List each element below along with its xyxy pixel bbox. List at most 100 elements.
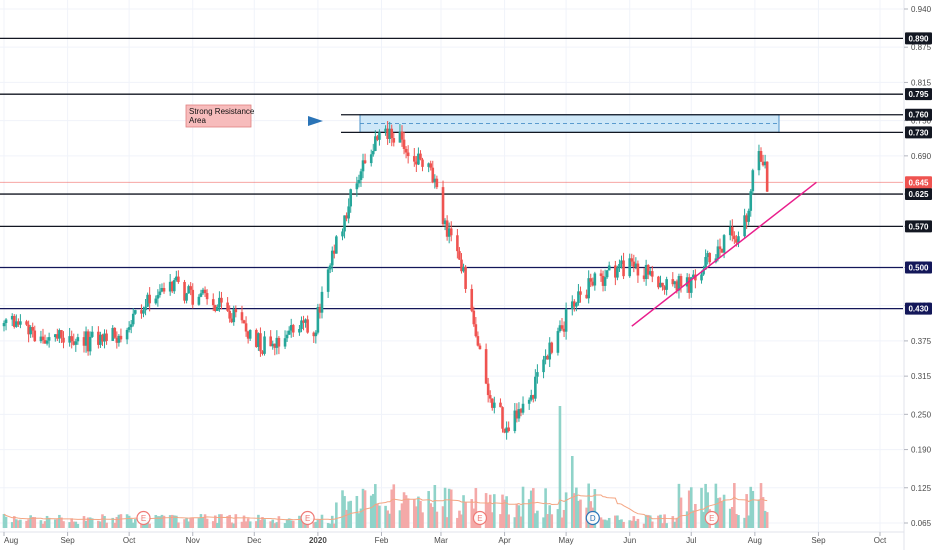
candle-body xyxy=(302,320,305,323)
candle-body xyxy=(275,337,279,348)
volume-bar xyxy=(172,515,176,528)
candle-body xyxy=(345,215,348,219)
volume-bar xyxy=(747,515,751,528)
volume-bar xyxy=(636,518,640,528)
volume-bar xyxy=(534,513,537,528)
candle-body xyxy=(702,269,705,275)
volume-bar xyxy=(283,523,287,528)
volume-bar xyxy=(737,515,740,528)
volume-bar xyxy=(618,519,621,528)
candle-body xyxy=(376,136,379,140)
candle-body xyxy=(646,265,650,275)
candle-body xyxy=(187,286,190,294)
candle-body xyxy=(232,309,236,323)
price-tag-box xyxy=(905,108,932,121)
candle-body xyxy=(607,265,611,271)
volume-bar xyxy=(371,494,375,528)
volume-bar xyxy=(349,500,353,528)
event-marker-label: E xyxy=(709,514,714,523)
volume-bar xyxy=(148,523,151,528)
candle-body xyxy=(591,281,595,286)
candle-body xyxy=(45,340,49,344)
candle-body xyxy=(657,276,660,288)
volume-bar xyxy=(187,521,190,528)
candle-body xyxy=(335,236,338,254)
candle-body xyxy=(402,139,406,149)
candle-body xyxy=(536,372,539,377)
candle-body xyxy=(747,210,751,222)
x-tick-label: Sep xyxy=(811,536,826,545)
candle-body xyxy=(447,228,451,237)
candle-body xyxy=(562,328,566,332)
candle-body xyxy=(277,337,281,347)
candle-body xyxy=(700,274,703,281)
volume-bar xyxy=(369,495,373,528)
volume-bar xyxy=(663,514,666,528)
volume-bar xyxy=(628,520,632,528)
candle-body xyxy=(201,289,205,294)
candle-body xyxy=(484,349,488,384)
volume-bars xyxy=(2,406,769,528)
volume-bar xyxy=(605,520,609,528)
volume-bar xyxy=(484,493,488,528)
candle-body xyxy=(685,277,689,287)
candle-body xyxy=(56,334,59,339)
volume-bar xyxy=(493,494,496,528)
candle-body xyxy=(560,325,564,329)
candle-body xyxy=(369,154,373,164)
trendline[interactable] xyxy=(631,181,817,327)
candle-body xyxy=(291,325,295,333)
candle-body xyxy=(708,253,712,263)
candle-body xyxy=(312,332,316,337)
volume-bar xyxy=(749,486,753,528)
candle-body xyxy=(289,325,293,331)
candle-body xyxy=(298,328,301,333)
volume-bar xyxy=(2,514,6,528)
volume-bar xyxy=(99,521,102,528)
volume-bar xyxy=(730,506,734,528)
candle-body xyxy=(27,324,30,335)
price-tag-box xyxy=(905,88,932,101)
candle-body xyxy=(172,280,176,292)
volume-bar xyxy=(714,483,718,528)
candle-body xyxy=(417,153,420,165)
candle-body xyxy=(74,341,78,345)
candle-body xyxy=(470,288,474,311)
volume-bar xyxy=(19,519,22,528)
candle-body xyxy=(199,293,203,297)
candle-body xyxy=(517,409,521,419)
volume-bar xyxy=(285,519,289,528)
candle-body xyxy=(390,128,394,139)
volume-bar xyxy=(718,497,722,528)
candle-body xyxy=(156,295,160,299)
candle-body xyxy=(255,329,258,347)
volume-bar xyxy=(41,523,45,528)
candle-body xyxy=(273,343,277,348)
candle-body xyxy=(628,258,632,277)
volume-bar xyxy=(603,519,607,528)
candle-body xyxy=(111,327,115,341)
candle-body xyxy=(330,250,334,266)
candle-body xyxy=(158,291,162,296)
candle-body xyxy=(214,305,217,311)
volume-bar xyxy=(548,505,552,528)
candle-body xyxy=(507,427,510,432)
candle-body xyxy=(749,191,753,211)
resistance-zone-rect xyxy=(359,114,780,133)
volume-bar xyxy=(601,519,605,528)
price-tags: 0.890 0.795 0.760 0.730 0.625 0.570 0.500 0.430… xyxy=(905,32,932,315)
candle-body xyxy=(718,246,722,250)
candle-body xyxy=(472,310,476,325)
candle-body xyxy=(41,336,45,341)
volume-bar xyxy=(517,505,521,528)
volume-bar xyxy=(765,512,769,528)
candle-body xyxy=(743,215,746,237)
y-tick-label: 0.190 xyxy=(911,446,932,455)
volume-bar xyxy=(240,521,244,528)
candle-body xyxy=(603,277,607,286)
candle-body xyxy=(259,333,262,352)
candle-body xyxy=(332,250,336,254)
